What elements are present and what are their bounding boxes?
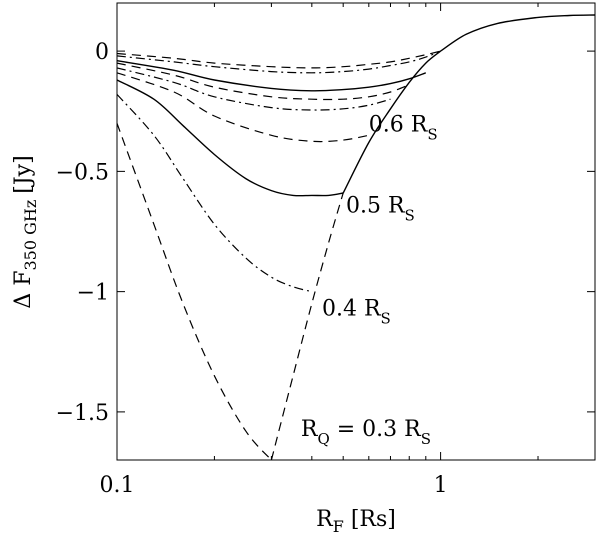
y-tick-label: −1 bbox=[77, 281, 109, 306]
series-line-8 bbox=[116, 62, 410, 101]
ticks bbox=[116, 3, 596, 460]
plot-frame bbox=[116, 2, 596, 461]
y-axis-title: Δ F350 GHz[Jy] bbox=[11, 155, 40, 308]
series-line-4 bbox=[116, 93, 312, 293]
y-tick-label: 0 bbox=[95, 40, 109, 65]
tick-labels: 0.1 1 0 −0.5 −1 −1.5 bbox=[56, 40, 448, 498]
x-tick-label: 1 bbox=[434, 473, 448, 498]
series-line-5 bbox=[116, 79, 344, 197]
x-tick-label: 0.1 bbox=[100, 473, 135, 498]
y-tick-label: −0.5 bbox=[56, 160, 109, 185]
series-line-7 bbox=[116, 67, 391, 111]
series-line-2 bbox=[270, 192, 344, 461]
annotation-label: 0.6 RS bbox=[369, 113, 438, 144]
annotation-label: 0.5 RS bbox=[346, 193, 415, 224]
y-tick-label: −1.5 bbox=[56, 401, 109, 426]
series-line-1 bbox=[342, 50, 442, 194]
series-line-0 bbox=[440, 14, 596, 52]
series-line-10 bbox=[116, 50, 441, 74]
series-line-6 bbox=[116, 72, 369, 143]
annotation-label: 0.4 RS bbox=[322, 297, 391, 328]
x-axis-title: RF [Rs] bbox=[316, 507, 396, 533]
annotation-label: RQ = 0.3 RS bbox=[301, 417, 431, 448]
series-layer bbox=[116, 14, 596, 461]
series-line-11 bbox=[116, 50, 441, 69]
series-line-9 bbox=[116, 60, 427, 92]
annotation-layer: 0.6 RS 0.5 RS 0.4 RS RQ = 0.3 RS bbox=[301, 113, 438, 448]
series-line-3 bbox=[116, 123, 272, 461]
